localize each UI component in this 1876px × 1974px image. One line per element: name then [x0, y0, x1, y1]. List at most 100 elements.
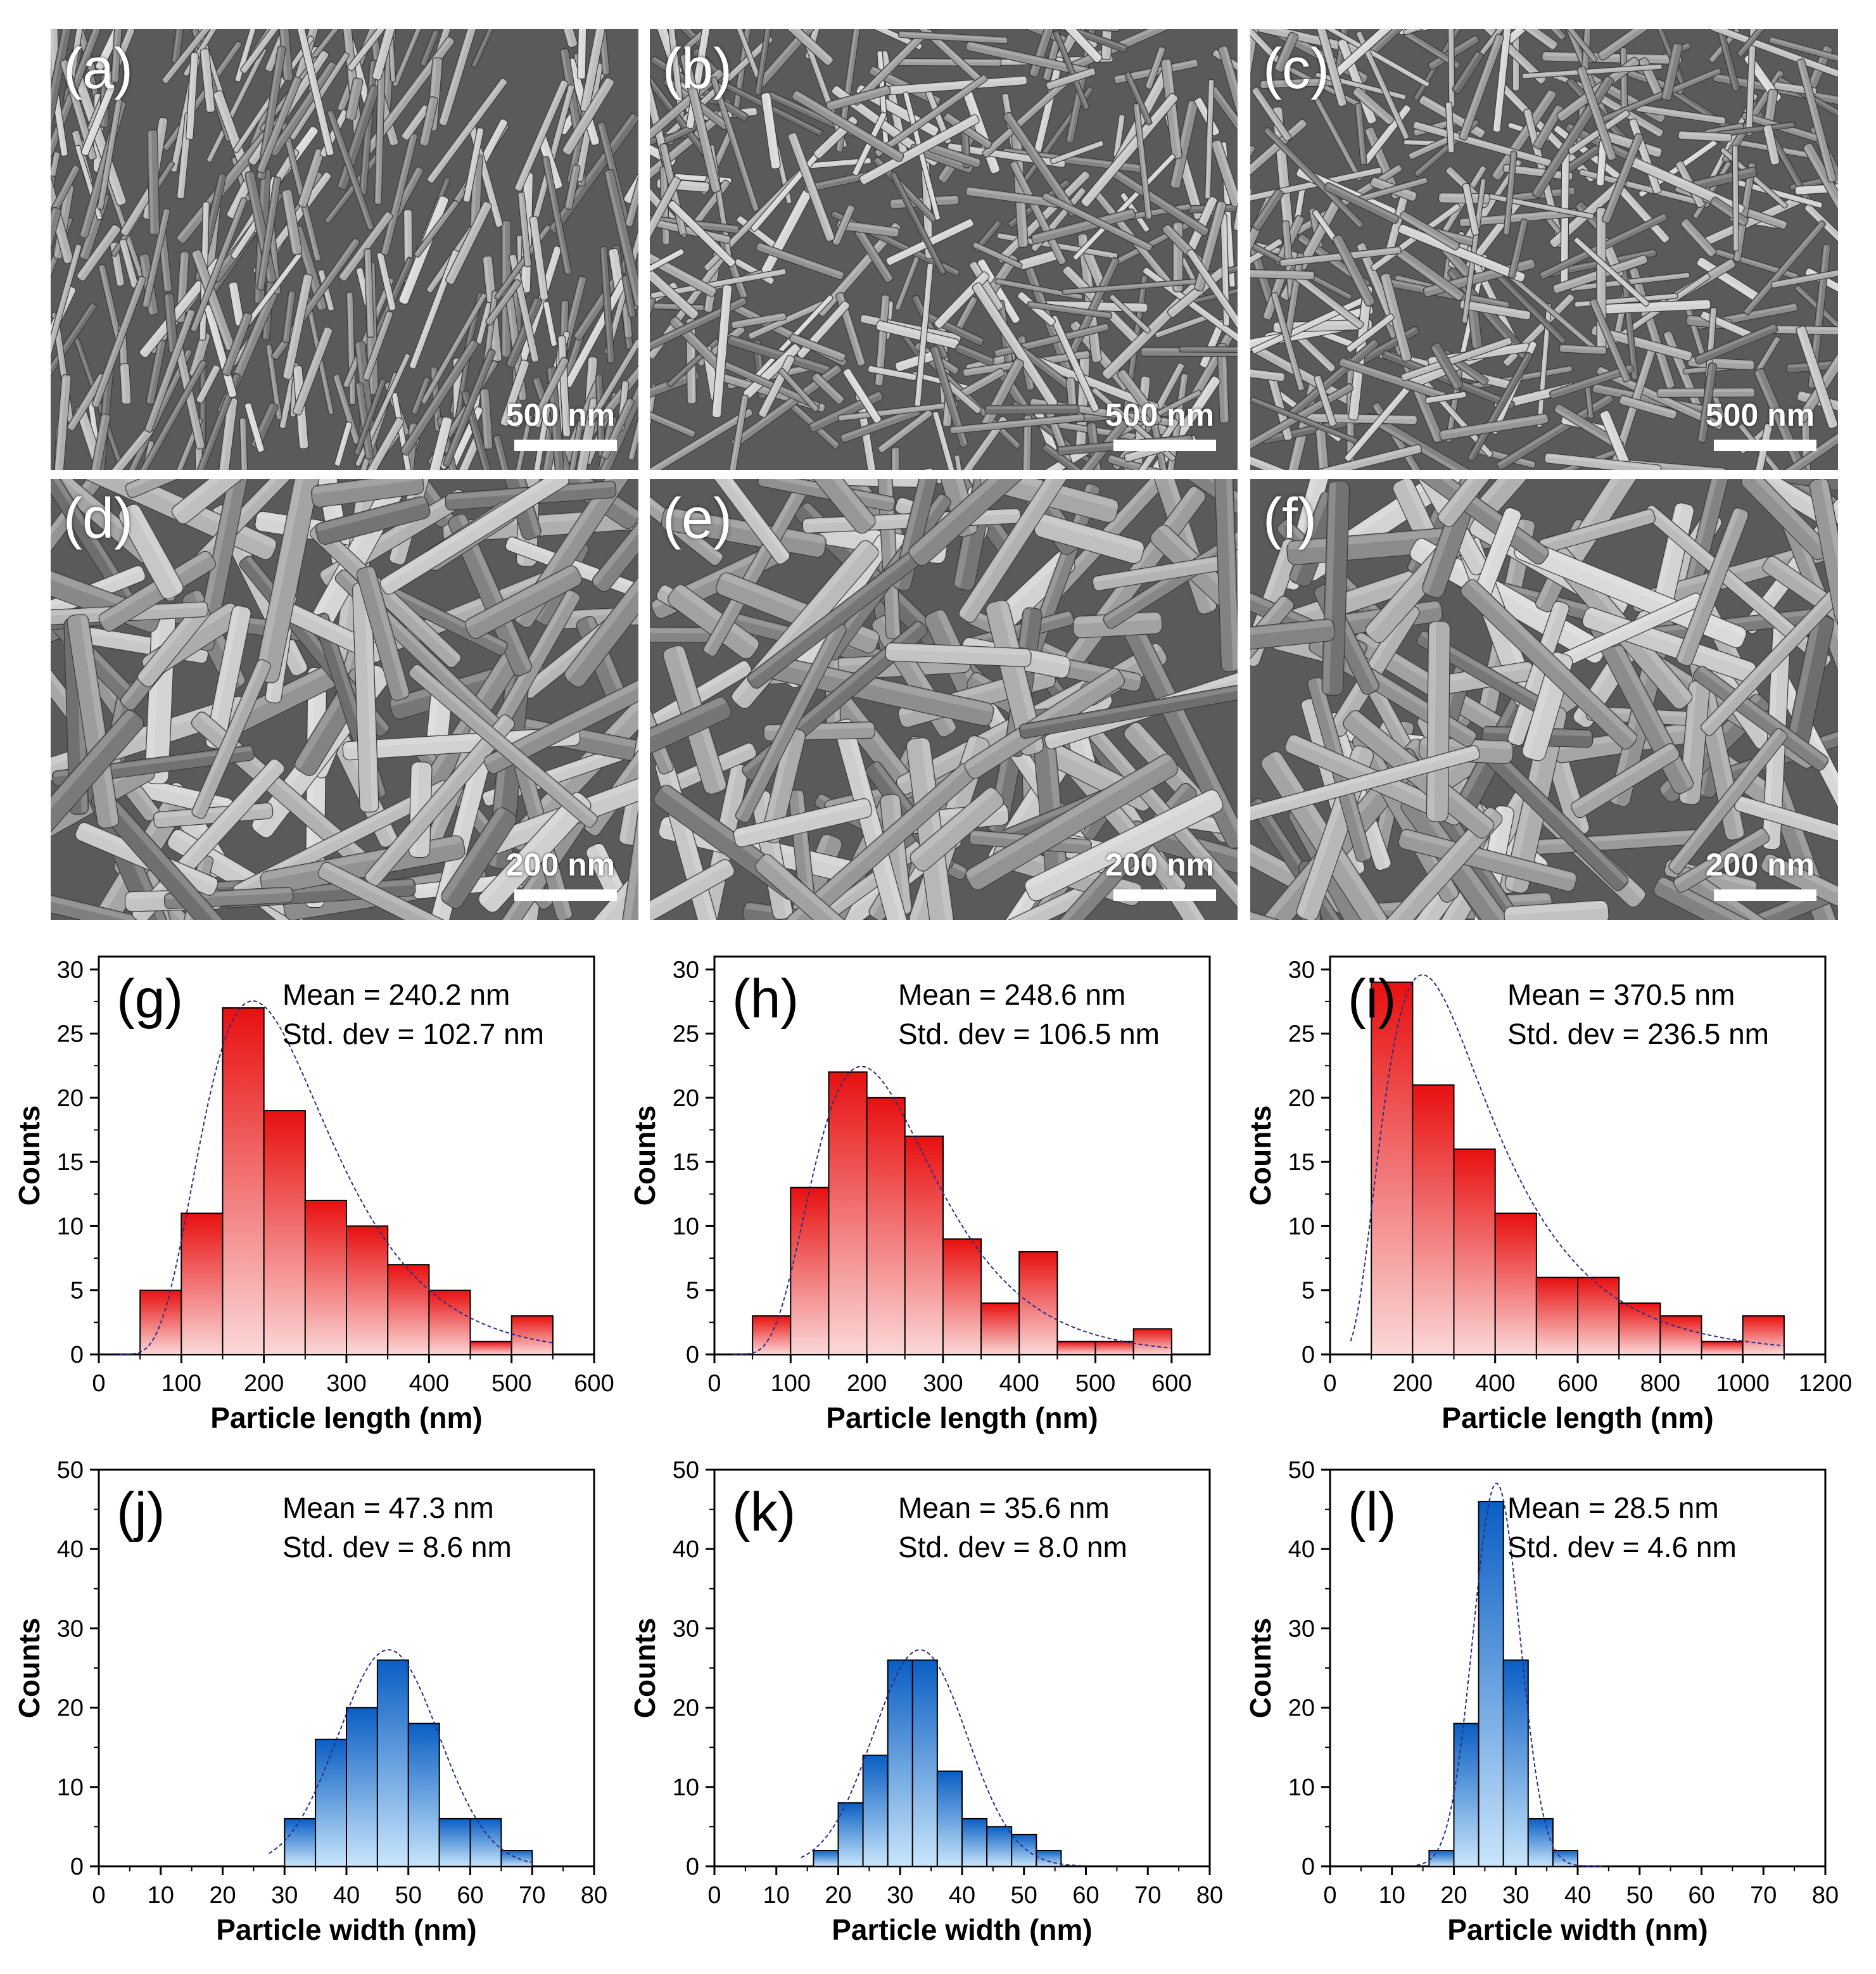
- scale-bar: [1113, 889, 1216, 901]
- histogram-bar: [1453, 1148, 1496, 1356]
- y-tick-label: 50: [57, 1457, 84, 1484]
- y-tick-label: 30: [1288, 957, 1315, 983]
- x-tick-label: 80: [1812, 1882, 1839, 1909]
- x-tick-label: 10: [1379, 1882, 1405, 1909]
- x-tick-label: 200: [1393, 1370, 1433, 1397]
- histogram-bar: [752, 1315, 792, 1355]
- x-tick-label: 300: [923, 1370, 963, 1397]
- y-tick-label: 0: [686, 1342, 699, 1368]
- y-tick-label: 30: [1288, 1615, 1315, 1642]
- histogram-bar: [828, 1071, 868, 1356]
- x-tick-label: 30: [1502, 1882, 1529, 1909]
- scale-bar-label: 500 nm: [1105, 397, 1215, 433]
- y-tick-label: 15: [57, 1149, 84, 1176]
- fit-curve: [1416, 1482, 1603, 1867]
- x-tick-label: 800: [1640, 1370, 1680, 1397]
- histogram-k: 0 10 20 30 40 50 60 70 80 0 10 20 30 40 50 Particle wid…: [628, 1457, 1223, 1946]
- panel-label: (l): [1348, 1482, 1396, 1543]
- histogram-bar: [284, 1818, 317, 1867]
- y-tick-label: 20: [57, 1695, 84, 1722]
- scale-bar-label: 500 nm: [505, 397, 616, 433]
- histogram-bar: [222, 1007, 265, 1355]
- scale-bar: [514, 889, 617, 901]
- histogram-bar: [1056, 1340, 1096, 1355]
- histogram-bar: [1618, 1302, 1661, 1355]
- stat-annotation: Mean = 35.6 nm: [898, 1491, 1110, 1524]
- sem-texture: [1250, 29, 1838, 470]
- x-tick-label: 60: [457, 1882, 483, 1909]
- y-tick-label: 30: [57, 1615, 84, 1642]
- sem-panel-d: (d) 200 nm: [51, 479, 638, 920]
- histogram-bar: [887, 1659, 913, 1867]
- y-axis-label: Counts: [628, 1105, 661, 1206]
- stat-annotation: Mean = 240.2 nm: [282, 978, 510, 1011]
- y-tick-label: 40: [57, 1536, 84, 1563]
- y-axis-label: Counts: [1244, 1105, 1277, 1206]
- panel-label: (d): [63, 487, 133, 551]
- x-tick-label: 0: [1323, 1370, 1336, 1397]
- x-axis-label: Particle length (nm): [1442, 1401, 1713, 1434]
- x-tick-label: 100: [162, 1370, 201, 1397]
- histogram-bar: [1494, 1213, 1537, 1355]
- histogram-bar: [1535, 1277, 1579, 1355]
- plot-frame: [1329, 1468, 1827, 1868]
- x-tick-label: 1200: [1799, 1370, 1853, 1397]
- histogram-bar: [1552, 1850, 1578, 1867]
- x-tick-label: 600: [1151, 1370, 1191, 1397]
- x-tick-label: 500: [491, 1370, 531, 1397]
- histogram-g: 0 100 200 300 400 500 600 0 5 10 15 20 25 30 Particle …: [13, 955, 614, 1434]
- histogram-bar: [986, 1826, 1013, 1867]
- y-tick-label: 10: [57, 1213, 84, 1240]
- x-tick-label: 30: [887, 1882, 913, 1909]
- histogram-bar: [387, 1264, 430, 1355]
- histogram-bar: [862, 1754, 889, 1867]
- y-tick-label: 20: [1288, 1085, 1315, 1112]
- histogram-bar: [1132, 1328, 1172, 1355]
- histogram-bar: [500, 1850, 533, 1867]
- y-tick-label: 20: [57, 1085, 84, 1112]
- scale-bar-label: 200 nm: [1105, 847, 1215, 882]
- histogram-bar: [407, 1722, 440, 1868]
- histogram-bar: [1036, 1850, 1062, 1867]
- stat-annotation: Std. dev = 4.6 nm: [1507, 1531, 1737, 1563]
- scale-bar-label: 200 nm: [1705, 847, 1815, 882]
- stat-annotation: Std. dev = 102.7 nm: [282, 1017, 544, 1050]
- y-tick-label: 10: [673, 1774, 699, 1801]
- sem-texture: [51, 479, 638, 920]
- panel-label: (e): [662, 487, 732, 551]
- histogram-i: 0 200 400 600 800 1000 1200 0 5 10 15 20 25 30 Particl…: [1244, 955, 1853, 1434]
- histogram-bar: [428, 1289, 471, 1355]
- y-tick-label: 0: [70, 1342, 84, 1368]
- histogram-bar: [961, 1818, 988, 1867]
- y-tick-label: 20: [673, 1085, 699, 1112]
- histogram-bar: [1094, 1340, 1134, 1355]
- y-tick-label: 50: [1288, 1457, 1315, 1484]
- sem-panel-e: (e) 200 nm: [650, 479, 1238, 920]
- x-tick-label: 30: [271, 1882, 298, 1909]
- x-tick-label: 400: [999, 1370, 1039, 1397]
- fit-curve: [801, 1649, 1086, 1867]
- panel-label: (a): [63, 37, 133, 101]
- y-tick-label: 10: [673, 1213, 699, 1240]
- y-tick-label: 15: [1288, 1149, 1315, 1176]
- y-tick-label: 10: [1288, 1774, 1315, 1801]
- x-tick-label: 0: [1323, 1882, 1336, 1909]
- stat-annotation: Std. dev = 236.5 nm: [1507, 1017, 1769, 1050]
- y-tick-label: 25: [57, 1021, 84, 1048]
- x-tick-label: 70: [1134, 1882, 1161, 1909]
- stat-annotation: Std. dev = 106.5 nm: [898, 1017, 1160, 1050]
- y-tick-label: 5: [1302, 1278, 1315, 1304]
- histogram-bar: [1577, 1277, 1620, 1355]
- y-tick-label: 30: [57, 957, 84, 983]
- x-tick-label: 80: [581, 1882, 607, 1909]
- y-tick-label: 0: [70, 1854, 84, 1880]
- histogram-bar: [304, 1199, 347, 1356]
- x-tick-label: 50: [1626, 1882, 1653, 1909]
- histogram-bar: [866, 1097, 906, 1356]
- x-tick-label: 10: [148, 1882, 174, 1909]
- histogram-bar: [813, 1850, 839, 1867]
- histogram-bar: [376, 1659, 409, 1867]
- panel-label: (j): [117, 1482, 165, 1543]
- histogram-j: 0 10 20 30 40 50 60 70 80 0 10 20 30 40 50 Particle wid…: [13, 1457, 607, 1946]
- y-tick-label: 10: [57, 1774, 84, 1801]
